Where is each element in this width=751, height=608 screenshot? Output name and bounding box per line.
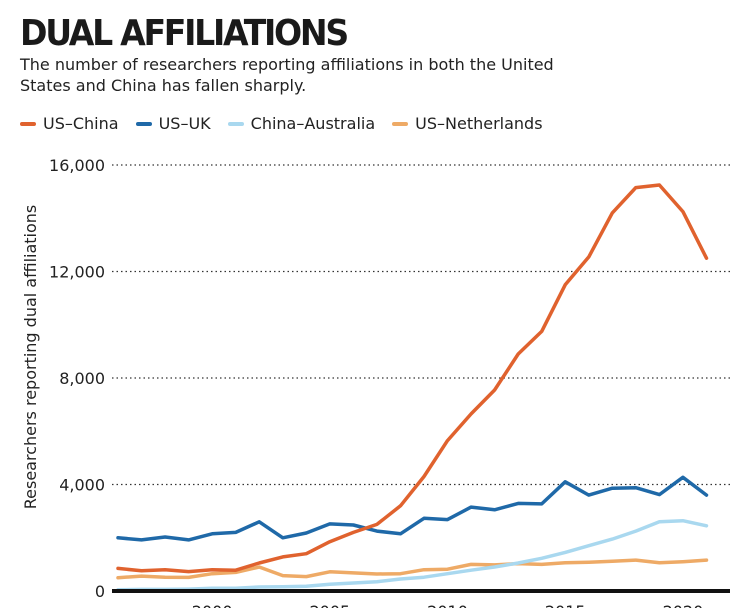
y-tick-label: 0: [95, 582, 105, 601]
y-axis-title: Researchers reporting dual affiliations: [21, 205, 40, 510]
legend-label-us-netherlands: US–Netherlands: [415, 114, 543, 133]
x-tick-label: 2010: [427, 602, 468, 608]
chart-subtitle: The number of researchers reporting affi…: [20, 55, 554, 95]
y-tick-label: 8,000: [59, 369, 105, 388]
legend: US–China US–UK China–Australia US–Nether…: [20, 114, 560, 133]
chart-title: DUAL AFFILIATIONS: [20, 13, 349, 54]
y-tick-label: 12,000: [49, 263, 105, 282]
series-line-us-uk: [116, 475, 709, 542]
x-tick-label: 2000: [192, 602, 233, 608]
x-tick-label: 2015: [545, 602, 586, 608]
x-tick-label: 2005: [309, 602, 350, 608]
series-line-us-netherlands: [116, 558, 709, 580]
legend-item-us-china: US–China: [20, 114, 119, 133]
legend-item-us-uk: US–UK: [135, 114, 211, 133]
legend-label-us-china: US–China: [43, 114, 119, 133]
legend-item-china-australia: China–Australia: [227, 114, 376, 133]
legend-swatch-china-australia: [227, 121, 244, 126]
x-tick-labels: 2000 2005 2010 2015 2020: [192, 602, 703, 608]
legend-item-us-netherlands: US–Netherlands: [392, 114, 543, 133]
y-tick-label: 16,000: [49, 156, 105, 175]
x-tick-label: 2020: [663, 602, 704, 608]
legend-label-us-uk: US–UK: [158, 114, 211, 133]
legend-swatch-us-netherlands: [392, 121, 409, 126]
gridlines: [112, 164, 730, 486]
y-tick-labels: 0 4,000 8,000 12,000 16,000: [49, 156, 105, 601]
series-line-china-australia: [116, 518, 709, 592]
series-lines: [116, 183, 709, 592]
legend-swatch-us-uk: [135, 121, 152, 126]
legend-swatch-us-china: [20, 121, 36, 126]
series-line-us-china: [116, 183, 709, 574]
legend-label-china-australia: China–Australia: [250, 114, 376, 133]
y-tick-label: 4,000: [59, 476, 105, 495]
